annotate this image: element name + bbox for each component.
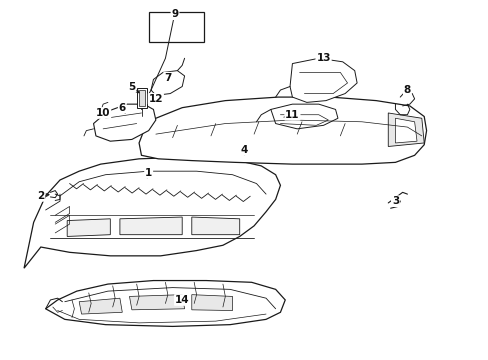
Bar — [137, 88, 147, 108]
Polygon shape — [270, 104, 337, 129]
Polygon shape — [151, 71, 184, 95]
Text: 13: 13 — [316, 53, 330, 63]
Text: 1: 1 — [145, 168, 152, 178]
Text: 3: 3 — [391, 196, 398, 206]
Text: 12: 12 — [148, 94, 163, 104]
Polygon shape — [289, 58, 356, 102]
Bar — [138, 90, 145, 106]
FancyBboxPatch shape — [148, 12, 203, 42]
Polygon shape — [139, 97, 426, 164]
Text: 2: 2 — [37, 191, 44, 201]
Text: 11: 11 — [285, 110, 299, 120]
Text: 4: 4 — [240, 145, 248, 155]
Text: 8: 8 — [403, 85, 410, 95]
Polygon shape — [191, 294, 232, 311]
Polygon shape — [129, 294, 184, 310]
Polygon shape — [79, 298, 122, 314]
Text: 7: 7 — [164, 73, 171, 83]
Text: 9: 9 — [171, 9, 178, 19]
Polygon shape — [191, 217, 239, 235]
Polygon shape — [67, 219, 110, 237]
Polygon shape — [120, 217, 182, 235]
Text: 14: 14 — [175, 295, 189, 305]
Polygon shape — [395, 118, 416, 143]
Polygon shape — [24, 157, 280, 268]
Polygon shape — [387, 113, 424, 147]
Text: 5: 5 — [128, 81, 135, 91]
Text: 10: 10 — [96, 108, 110, 118]
Polygon shape — [93, 104, 156, 141]
Text: 6: 6 — [119, 103, 126, 113]
Polygon shape — [45, 280, 285, 327]
